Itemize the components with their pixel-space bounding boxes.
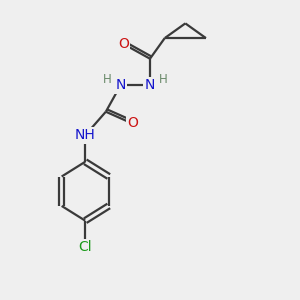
Text: H: H bbox=[103, 73, 112, 86]
Text: Cl: Cl bbox=[78, 240, 92, 254]
Text: O: O bbox=[127, 116, 138, 130]
Text: N: N bbox=[116, 78, 126, 92]
Text: H: H bbox=[159, 73, 168, 86]
Text: NH: NH bbox=[75, 128, 96, 142]
Text: N: N bbox=[145, 78, 155, 92]
Text: O: O bbox=[118, 37, 129, 51]
